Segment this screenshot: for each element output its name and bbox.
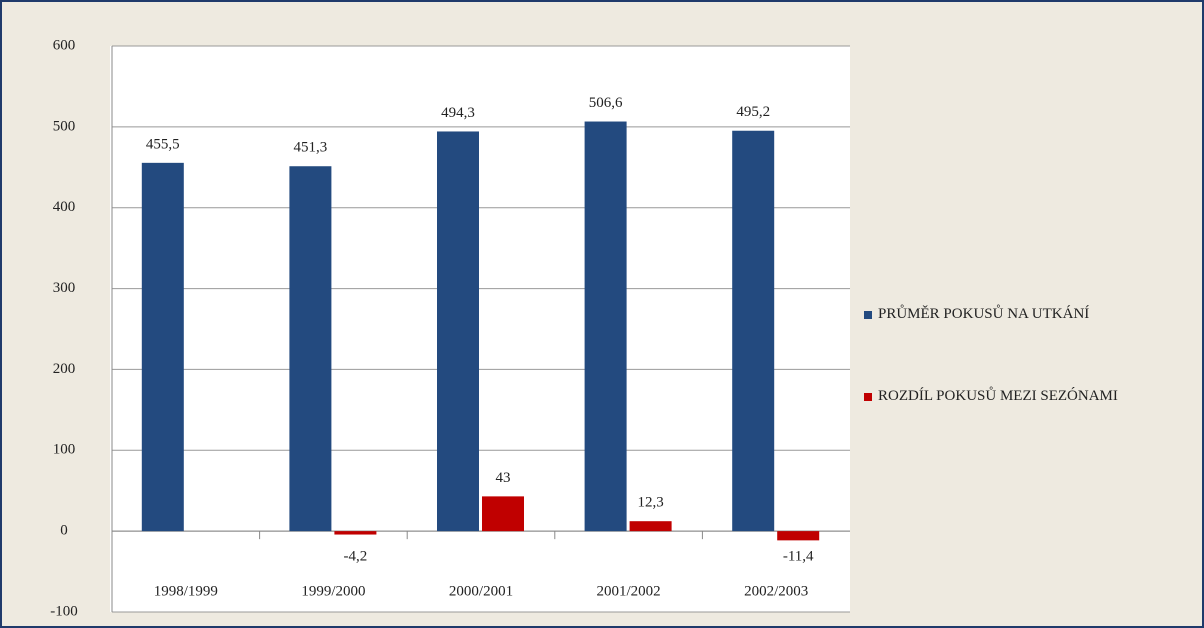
data-label: 506,6 xyxy=(589,95,623,111)
x-tick-label: 2002/2003 xyxy=(744,583,808,599)
bar xyxy=(437,131,479,532)
bar xyxy=(777,531,820,541)
y-tick-label: -100 xyxy=(50,603,78,619)
x-tick-label: 2000/2001 xyxy=(449,583,513,599)
bar xyxy=(482,496,524,532)
legend-swatch xyxy=(864,393,872,401)
bar xyxy=(584,121,627,532)
x-tick-label: 1998/1999 xyxy=(154,583,218,599)
y-tick-label: 0 xyxy=(60,523,68,539)
data-label: 455,5 xyxy=(146,136,180,152)
legend-swatch xyxy=(864,311,872,319)
data-label: 43 xyxy=(496,470,511,486)
bar xyxy=(334,531,377,535)
legend-label: PRŮMĚR POKUSŮ NA UTKÁNÍ xyxy=(878,306,1090,322)
data-label: -11,4 xyxy=(783,549,814,565)
y-tick-label: 300 xyxy=(53,280,76,296)
legend-item: PRŮMĚR POKUSŮ NA UTKÁNÍ xyxy=(864,306,1194,323)
plot-area xyxy=(110,46,850,612)
data-label: 494,3 xyxy=(441,105,475,121)
data-label: -4,2 xyxy=(344,549,368,565)
y-tick-label: 200 xyxy=(53,361,76,377)
data-label: 451,3 xyxy=(294,140,328,156)
data-label: 495,2 xyxy=(736,104,770,120)
y-tick-label: 100 xyxy=(53,442,76,458)
bar xyxy=(732,130,775,532)
data-label: 12,3 xyxy=(637,495,663,511)
legend-label: ROZDÍL POKUSŮ MEZI SEZÓNAMI xyxy=(878,388,1118,404)
bar xyxy=(629,521,672,532)
x-tick-label: 1999/2000 xyxy=(301,583,365,599)
bar xyxy=(289,166,332,532)
legend-item: ROZDÍL POKUSŮ MEZI SEZÓNAMI xyxy=(864,388,1194,405)
y-tick-label: 400 xyxy=(53,199,76,215)
y-tick-label: 500 xyxy=(53,118,76,134)
y-tick-label: 600 xyxy=(53,37,76,53)
x-tick-label: 2001/2002 xyxy=(597,583,661,599)
bar xyxy=(141,162,184,532)
